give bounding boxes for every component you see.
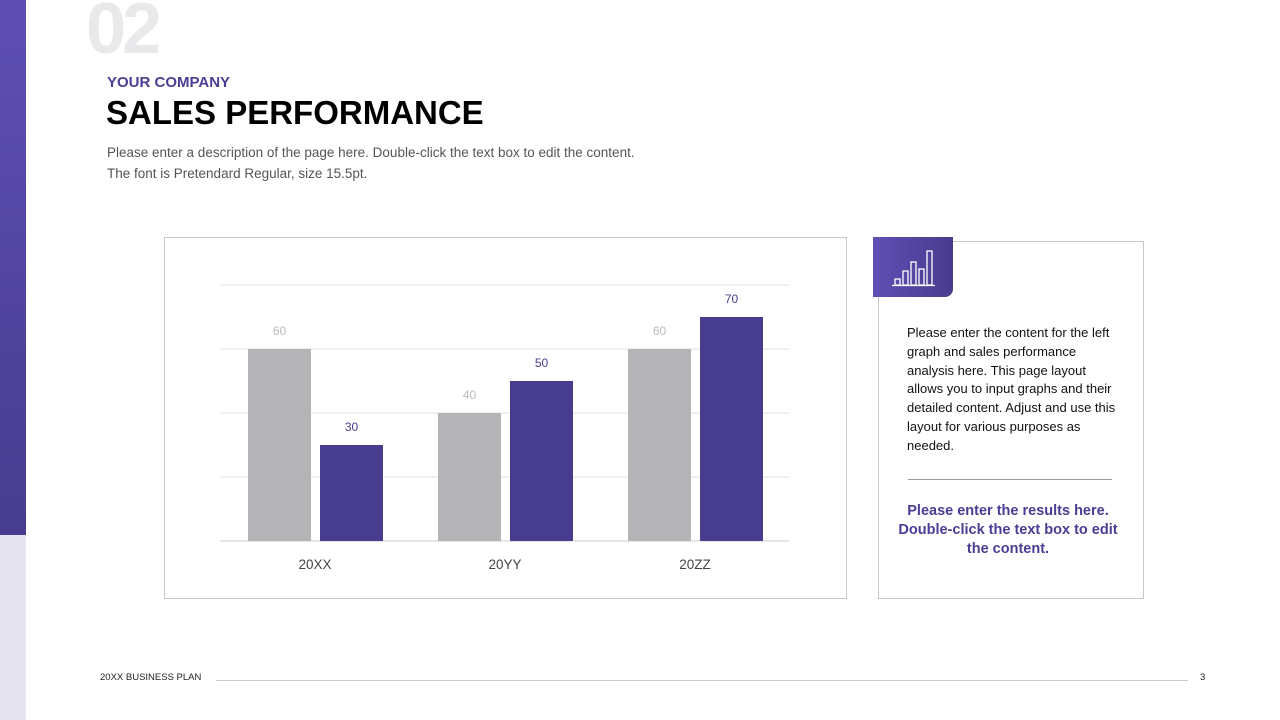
page-description: Please enter a description of the page h… [107,142,635,184]
card-divider [908,479,1112,480]
bar [628,349,691,541]
x-tick-label: 20YY [488,557,521,572]
data-label: 70 [725,292,739,306]
bar [510,381,573,541]
footer-label: 20XX BUSINESS PLAN [100,672,202,683]
data-label: 60 [273,324,287,338]
sidebar-accent-lower [0,535,26,720]
data-label: 50 [535,356,549,370]
card-body-text: Please enter the content for the left gr… [907,325,1116,453]
footer-divider [216,680,1188,681]
bar-chart-icon [892,250,935,287]
page-title: SALES PERFORMANCE [106,94,484,131]
chart-frame [164,237,847,599]
data-label: 30 [345,420,359,434]
x-tick-label: 20ZZ [679,557,711,572]
description-line: Please enter a description of the page h… [107,145,635,160]
bar [438,413,501,541]
data-label: 40 [463,388,477,402]
sidebar-accent [0,0,26,535]
bar [700,317,763,541]
bar [320,445,383,541]
card-badge [873,237,953,297]
section-number: 02 [86,0,159,64]
bar [248,349,311,541]
card-result-text: Please enter the results here. Double-cl… [898,503,1118,557]
page-number: 3 [1200,672,1206,683]
data-label: 60 [653,324,667,338]
description-line: The font is Pretendard Regular, size 15.… [107,166,368,181]
x-tick-label: 20XX [298,557,331,572]
analysis-card [878,241,1144,599]
company-name: YOUR COMPANY [107,74,231,91]
